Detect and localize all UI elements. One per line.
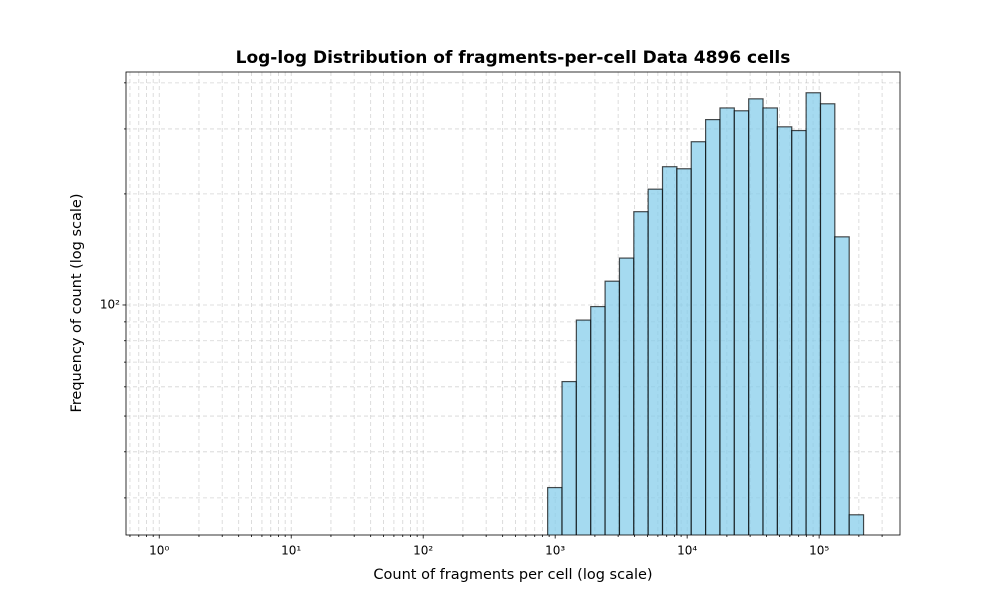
x-tick-label: 10²	[413, 544, 433, 558]
bar	[604, 280, 621, 535]
x-tick-label: 10³	[545, 544, 565, 558]
bar	[776, 126, 793, 535]
x-tick-label: 10⁴	[677, 544, 697, 558]
bar	[834, 236, 850, 535]
bar	[676, 168, 692, 535]
bar	[590, 305, 606, 535]
plot-frame	[125, 71, 901, 536]
bar	[791, 129, 807, 535]
x-tick-label: 10⁵	[809, 544, 829, 558]
bar	[547, 486, 563, 535]
bar	[690, 141, 707, 535]
bar	[561, 380, 577, 535]
bar	[805, 92, 822, 535]
bar	[733, 110, 750, 535]
y-tick-label: 10²	[100, 297, 120, 311]
chart-title: Log-log Distribution of fragments-per-ce…	[236, 48, 791, 68]
axes: 10⁰ 10¹ 10² 10³ 10⁴ 10⁵ 10²	[100, 71, 901, 558]
bar	[575, 319, 592, 535]
bar	[661, 166, 678, 535]
bar	[719, 107, 735, 535]
bar	[748, 98, 764, 535]
bar	[705, 119, 721, 535]
bar	[762, 107, 779, 535]
bar	[848, 514, 865, 535]
bar	[618, 257, 635, 535]
bar	[819, 103, 836, 535]
bars	[547, 92, 865, 535]
x-tick-label: 10⁰	[149, 544, 169, 558]
bar	[633, 211, 649, 535]
y-axis-label: Frequency of count (log scale)	[69, 193, 85, 412]
x-axis-label: Count of fragments per cell (log scale)	[373, 567, 652, 583]
x-tick-label: 10¹	[281, 544, 301, 558]
bar	[647, 188, 664, 535]
